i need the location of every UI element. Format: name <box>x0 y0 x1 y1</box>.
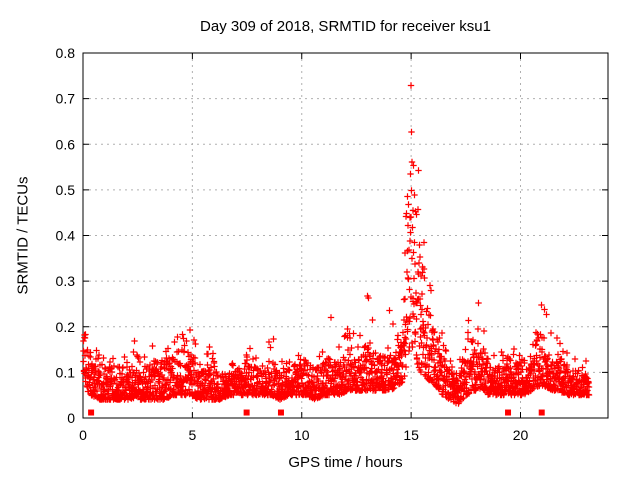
x-tick-label: 20 <box>513 427 529 443</box>
y-tick-label: 0.5 <box>56 182 76 198</box>
y-tick-label: 0.6 <box>56 136 76 152</box>
x-tick-label: 15 <box>403 427 419 443</box>
y-tick-label: 0.2 <box>56 319 76 335</box>
flag-square <box>243 409 250 416</box>
chart-title: Day 309 of 2018, SRMTID for receiver ksu… <box>200 18 491 35</box>
y-tick-label: 0.4 <box>56 228 76 244</box>
y-tick-label: 0 <box>67 410 75 426</box>
x-tick-label: 10 <box>294 427 310 443</box>
x-tick-label: 0 <box>79 427 87 443</box>
y-tick-label: 0.3 <box>56 273 76 289</box>
x-tick-label: 5 <box>188 427 196 443</box>
x-axis-title: GPS time / hours <box>288 454 403 471</box>
y-tick-label: 0.8 <box>56 45 76 61</box>
flag-square <box>505 409 512 416</box>
y-tick-label: 0.1 <box>56 364 76 380</box>
y-tick-label: 0.7 <box>56 91 76 107</box>
flag-square <box>88 409 95 416</box>
flag-square <box>277 409 284 416</box>
data-points <box>80 82 593 407</box>
flag-square <box>538 409 545 416</box>
